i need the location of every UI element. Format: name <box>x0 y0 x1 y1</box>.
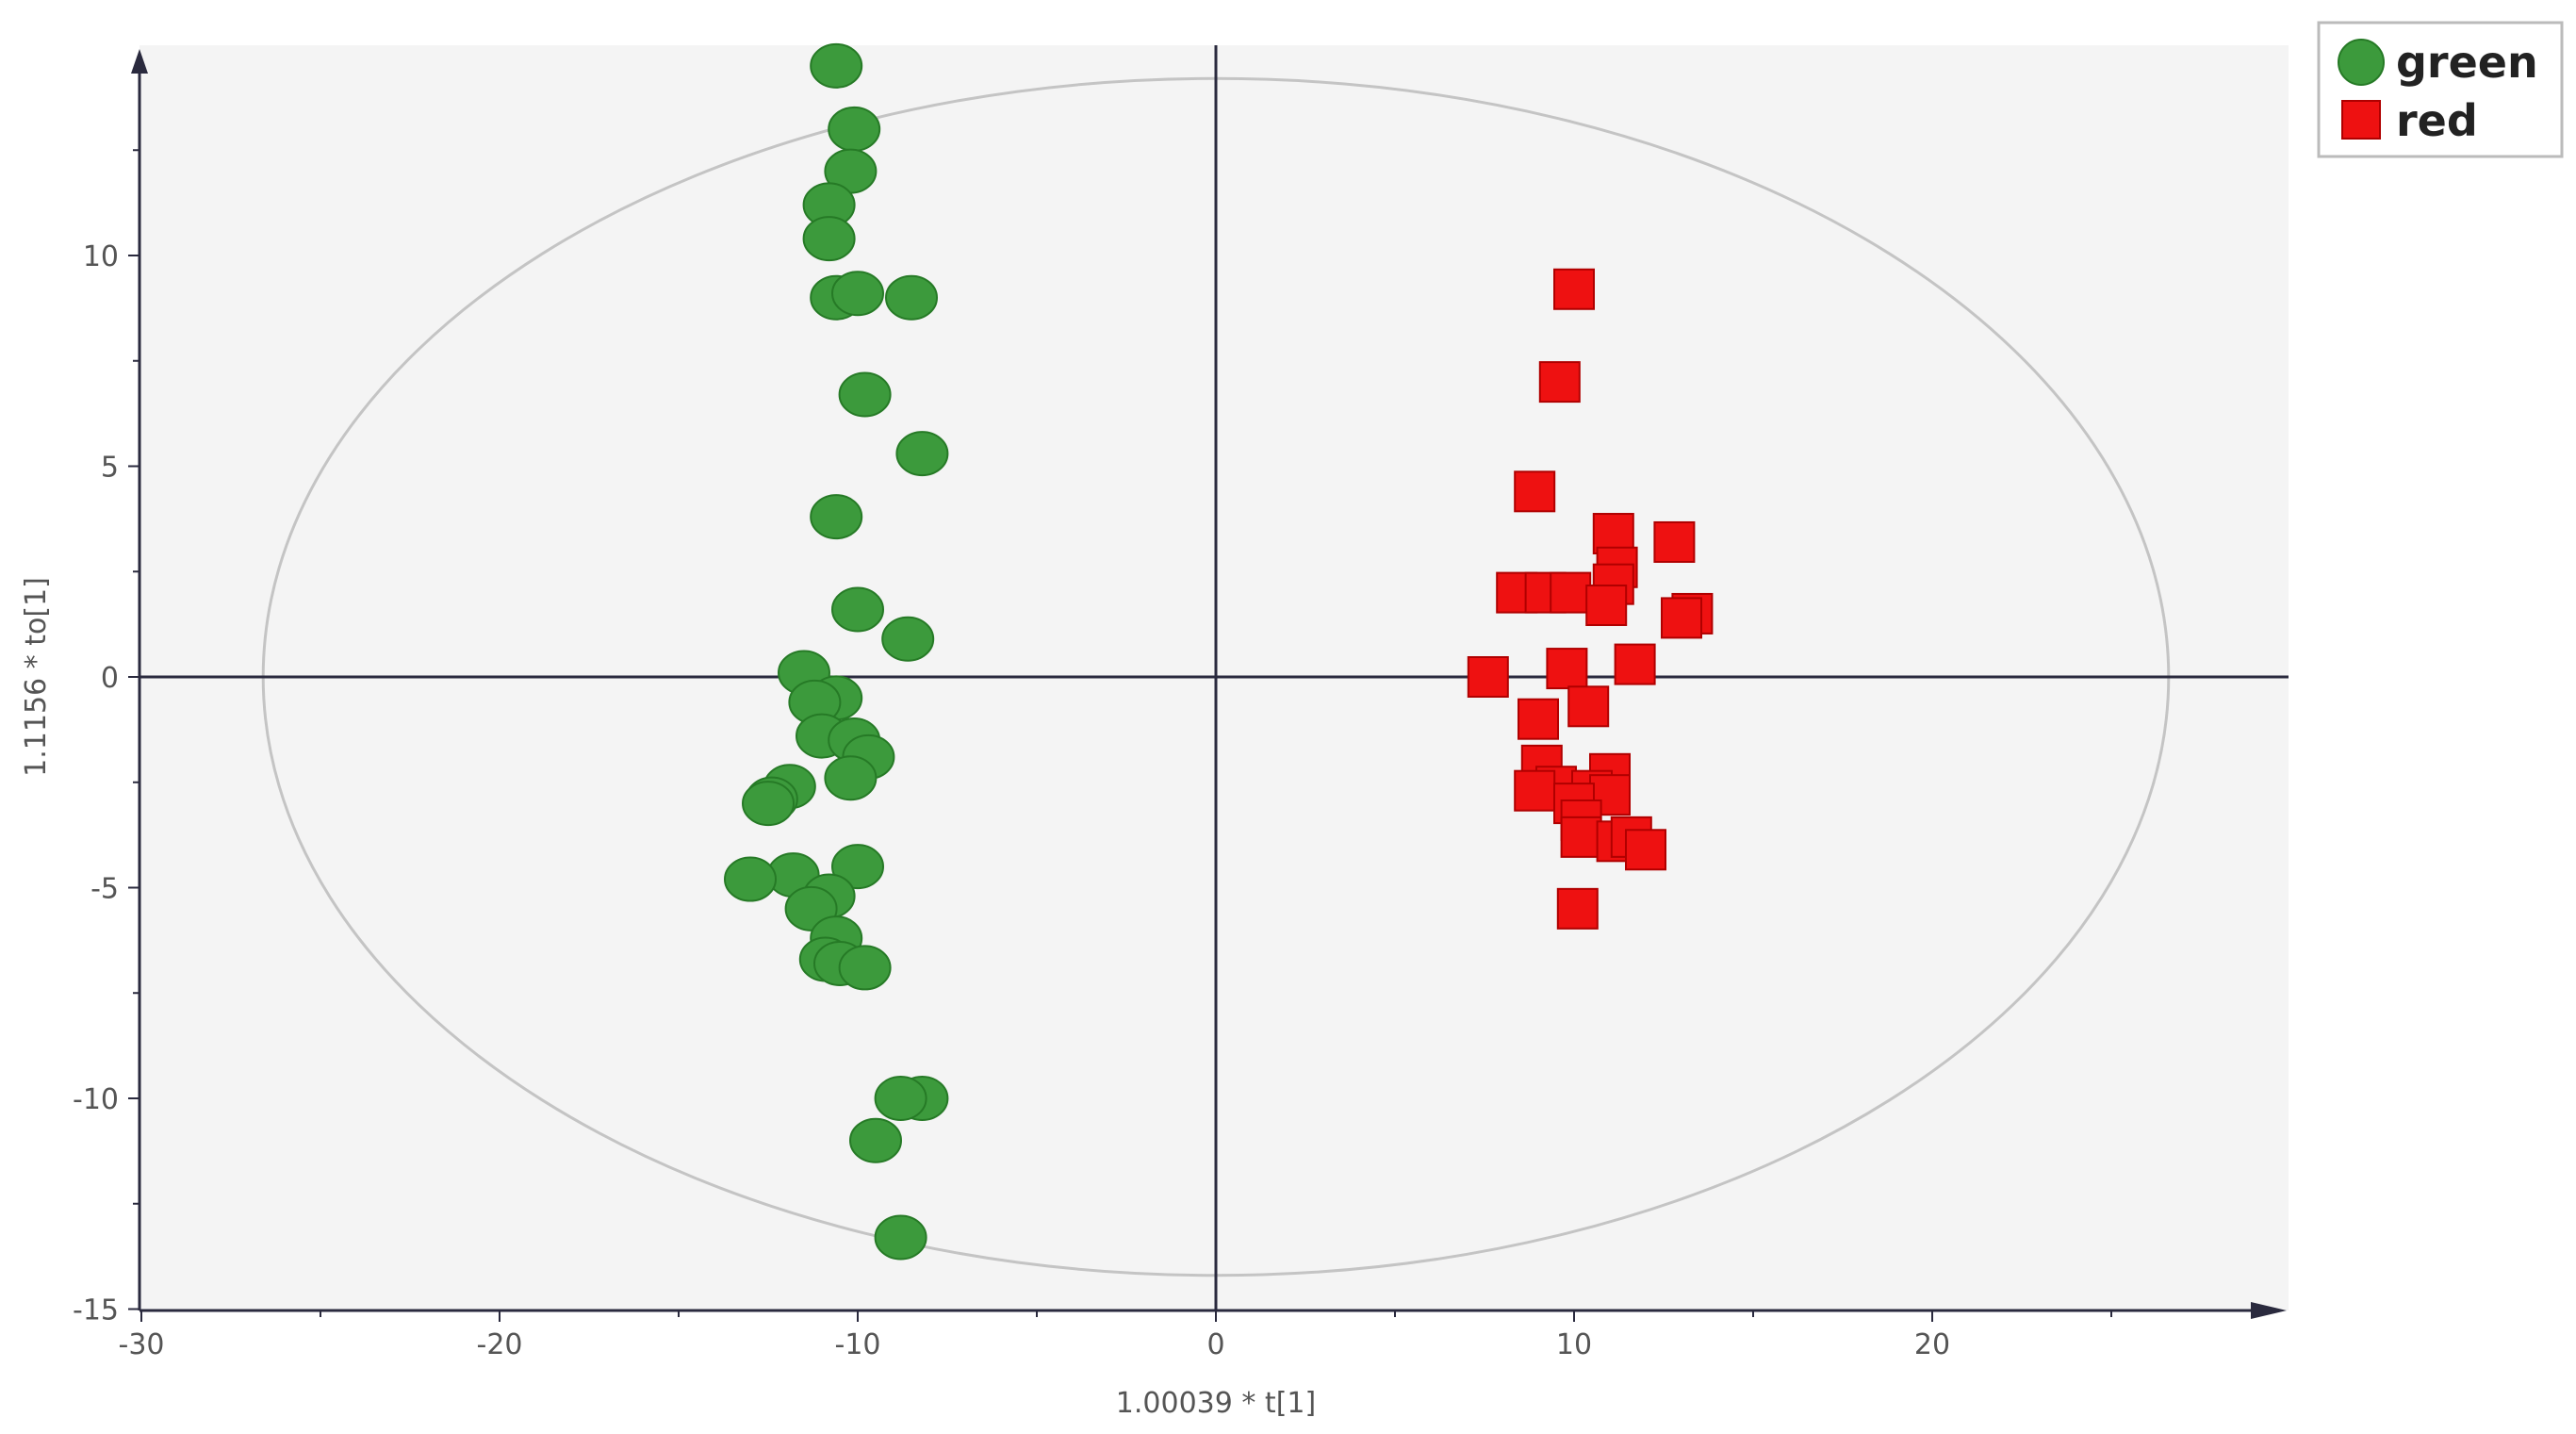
x-tick-label: -20 <box>477 1328 523 1361</box>
data-point-green <box>838 371 892 418</box>
data-point-green <box>849 1117 902 1163</box>
data-point-green <box>881 616 935 662</box>
legend-label-red: red <box>2396 95 2478 146</box>
data-point-green <box>885 274 938 321</box>
data-point-red <box>1467 656 1509 698</box>
data-point-red <box>1661 597 1702 639</box>
data-point-green <box>810 42 863 89</box>
y-axis-title: 1.1156 * to[1] <box>20 577 53 777</box>
points-layer <box>724 42 1714 1261</box>
data-point-red <box>1567 685 1610 728</box>
data-point-green <box>874 1214 927 1261</box>
data-point-red <box>1560 816 1602 858</box>
legend-marker-green <box>2338 39 2385 86</box>
data-point-red <box>1514 470 1556 513</box>
data-point-red <box>1514 769 1556 812</box>
y-tick-label: 10 <box>83 240 119 273</box>
y-tick-label: -15 <box>73 1294 119 1327</box>
x-tick-label: 0 <box>1206 1328 1224 1361</box>
data-point-green <box>838 945 892 991</box>
y-tick-label: 5 <box>101 452 119 485</box>
legend-marker-red <box>2341 100 2381 140</box>
data-point-green <box>831 271 884 317</box>
data-point-red <box>1518 698 1559 740</box>
data-point-red <box>1553 268 1595 310</box>
data-point-green <box>874 1076 927 1121</box>
x-tick-label: 20 <box>1914 1328 1950 1361</box>
x-tick-label: -10 <box>835 1328 881 1361</box>
data-point-green <box>831 586 884 633</box>
data-point-green <box>831 844 884 890</box>
data-point-green <box>895 431 949 477</box>
x-tick-label: 10 <box>1556 1328 1592 1361</box>
legend-label-green: green <box>2396 37 2538 88</box>
data-point-green <box>824 755 878 801</box>
data-point-red <box>1538 361 1581 404</box>
data-point-green <box>802 216 856 262</box>
y-tick-label: -10 <box>73 1083 119 1116</box>
data-point-green <box>724 856 777 902</box>
data-point-red <box>1625 829 1666 871</box>
data-point-green <box>810 494 863 540</box>
x-axis-title: 1.00039 * t[1] <box>1116 1387 1316 1420</box>
y-axis-arrow <box>131 49 148 74</box>
data-point-red <box>1614 643 1656 685</box>
data-point-red <box>1550 571 1592 614</box>
y-tick-label: 0 <box>101 662 119 695</box>
data-point-red <box>1556 887 1599 930</box>
data-point-green <box>742 781 795 827</box>
data-point-red <box>1546 648 1588 690</box>
data-point-red <box>1653 520 1696 563</box>
data-point-green <box>828 106 881 152</box>
ticks-layer: -30 -20 -10 0 10 20 -15 -10 -5 0 5 10 <box>73 149 2112 1361</box>
y-tick-label: -5 <box>90 873 119 906</box>
axes-layer <box>131 45 2289 1319</box>
legend: green red <box>2317 21 2564 158</box>
x-tick-label: -30 <box>119 1328 165 1361</box>
x-axis-arrow <box>2251 1302 2287 1319</box>
data-point-red <box>1585 585 1628 627</box>
